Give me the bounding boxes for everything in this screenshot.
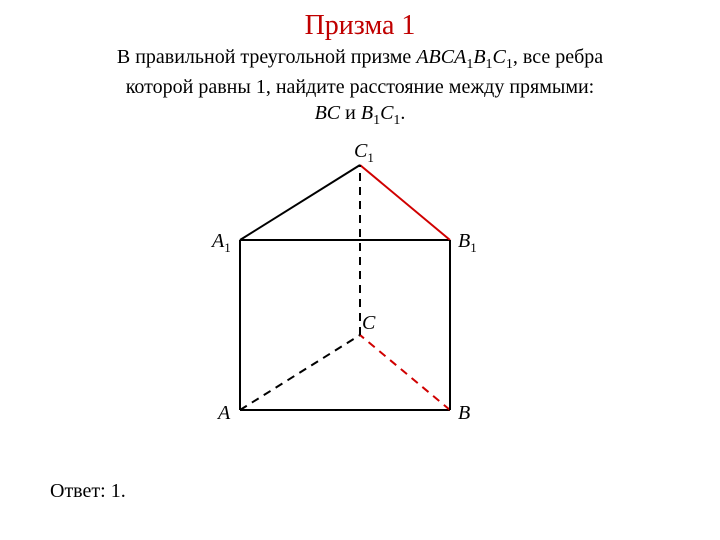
vertex-label-b: B: [458, 402, 470, 425]
answer-value: 1.: [111, 480, 126, 502]
vertex-label-a1: A1: [212, 230, 231, 256]
line-and: и: [340, 102, 361, 124]
line-b1: B: [361, 102, 373, 124]
vertex-label-a: A: [218, 402, 230, 425]
page-title: Призма 1: [0, 0, 720, 42]
prism-svg: [210, 140, 510, 440]
problem-post: , все ребра: [513, 46, 603, 68]
line-bc: BC: [315, 102, 341, 124]
vertex-label-c1: C1: [354, 140, 374, 166]
prism-b: B: [473, 46, 485, 68]
line-s1: 1: [373, 113, 380, 128]
line-c1: C: [380, 102, 393, 124]
prism-diagram: A B C A1 B1 C1: [210, 140, 510, 440]
prism-c: C: [493, 46, 506, 68]
answer-label: Ответ:: [50, 480, 111, 502]
problem-text: В правильной треугольной призме ABCA1B1C…: [0, 42, 720, 130]
problem-pre: В правильной треугольной призме: [117, 46, 416, 68]
sub-2: 1: [486, 57, 493, 72]
prism-name: ABCA: [416, 46, 466, 68]
line-dot: .: [400, 102, 405, 124]
vertex-label-b1: B1: [458, 230, 477, 256]
sub-3: 1: [506, 57, 513, 72]
problem-line2: которой равны 1, найдите расстояние межд…: [126, 76, 595, 98]
vertex-label-c: C: [362, 312, 375, 335]
answer-block: Ответ: 1.: [50, 480, 126, 503]
